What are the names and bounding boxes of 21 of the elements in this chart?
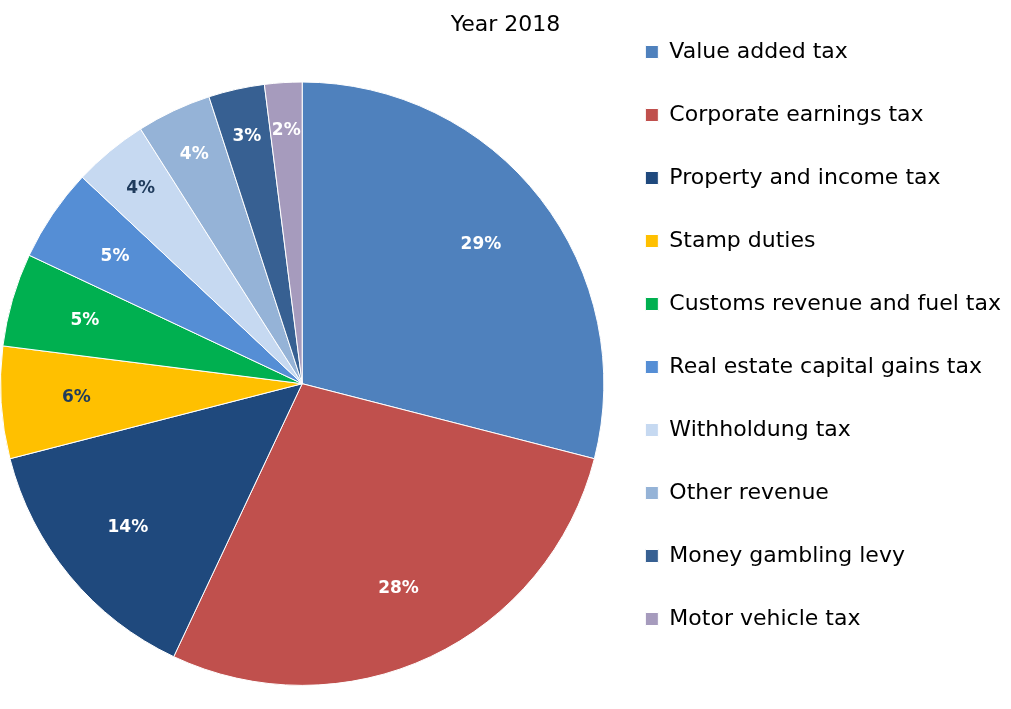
data-label: 28% [378,576,419,597]
data-label: 5% [70,309,100,329]
data-label: 6% [61,386,91,407]
data-label: 2% [271,119,301,140]
legend-label: Stamp duties [669,226,816,252]
legend-label: Property and income tax [669,163,941,189]
legend-label: Real estate capital gains tax [669,352,982,378]
legend-label: Motor vehicle tax [669,604,861,630]
data-label: 5% [100,244,130,265]
legend-label: Customs revenue and fuel tax [669,289,1002,315]
legend-label: Other revenue [669,478,829,504]
data-label: 29% [460,233,502,254]
legend-label: Money gambling levy [669,541,905,567]
data-label: 4% [179,142,209,163]
chart-title: Year 2018 [449,10,561,36]
data-label: 3% [232,124,262,145]
legend-label: Value added tax [669,37,848,63]
legend-label: Withholdung tax [669,415,851,441]
data-label: 4% [126,176,156,197]
data-label: 14% [107,516,149,537]
legend-label: Corporate earnings tax [669,100,924,126]
